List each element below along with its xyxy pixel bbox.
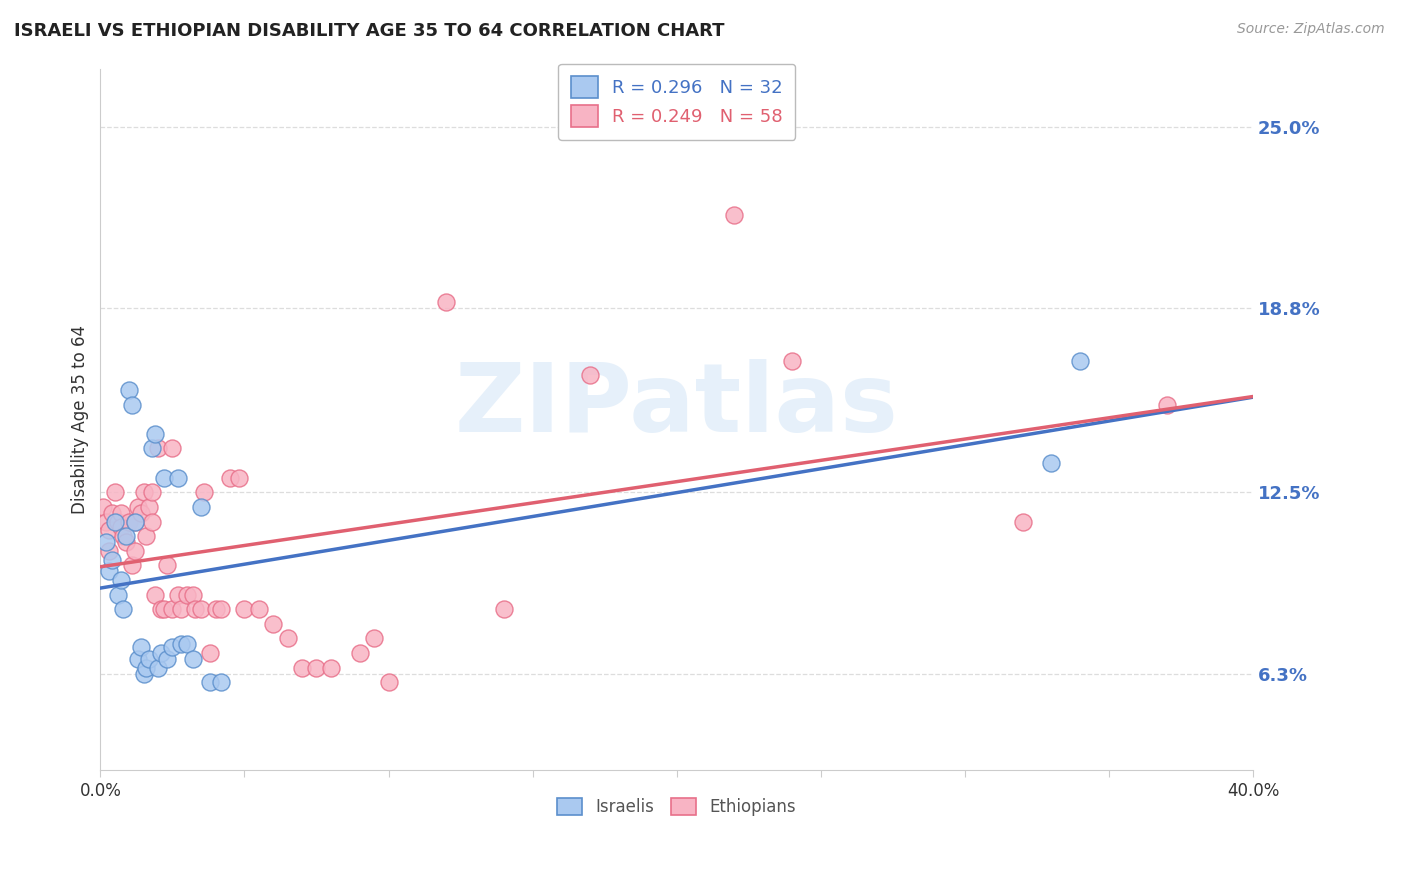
Point <box>579 368 602 383</box>
Point <box>101 506 124 520</box>
Point <box>1011 515 1033 529</box>
Point <box>132 666 155 681</box>
Point <box>112 602 135 616</box>
Point <box>723 208 745 222</box>
Point <box>162 640 184 655</box>
Point <box>91 500 114 514</box>
Point <box>94 515 117 529</box>
Point <box>104 515 127 529</box>
Point <box>190 602 212 616</box>
Point <box>98 524 121 538</box>
Point <box>198 675 221 690</box>
Point <box>162 602 184 616</box>
Point <box>156 652 179 666</box>
Point <box>121 558 143 573</box>
Point <box>262 616 284 631</box>
Point <box>127 500 149 514</box>
Point <box>181 588 204 602</box>
Point <box>176 588 198 602</box>
Point <box>124 515 146 529</box>
Point <box>138 652 160 666</box>
Point <box>167 588 190 602</box>
Point <box>129 640 152 655</box>
Point <box>291 661 314 675</box>
Point <box>112 529 135 543</box>
Point <box>277 632 299 646</box>
Point <box>146 442 169 456</box>
Point <box>492 602 515 616</box>
Text: Source: ZipAtlas.com: Source: ZipAtlas.com <box>1237 22 1385 37</box>
Point <box>141 485 163 500</box>
Point <box>190 500 212 514</box>
Point <box>181 652 204 666</box>
Point <box>209 675 232 690</box>
Point <box>149 646 172 660</box>
Point <box>1040 456 1063 470</box>
Legend: Israelis, Ethiopians: Israelis, Ethiopians <box>548 790 804 825</box>
Point <box>170 602 193 616</box>
Point <box>149 602 172 616</box>
Point <box>434 295 457 310</box>
Point <box>124 515 146 529</box>
Point <box>349 646 371 660</box>
Point <box>204 602 226 616</box>
Point <box>138 500 160 514</box>
Point <box>228 471 250 485</box>
Point <box>305 661 328 675</box>
Point <box>115 529 138 543</box>
Point <box>780 353 803 368</box>
Point <box>170 637 193 651</box>
Point <box>363 632 385 646</box>
Point <box>209 602 232 616</box>
Point <box>107 588 129 602</box>
Point <box>1156 398 1178 412</box>
Point <box>132 485 155 500</box>
Point <box>198 646 221 660</box>
Point <box>121 398 143 412</box>
Y-axis label: Disability Age 35 to 64: Disability Age 35 to 64 <box>72 325 89 514</box>
Point <box>184 602 207 616</box>
Point <box>141 515 163 529</box>
Point <box>176 637 198 651</box>
Point <box>377 675 399 690</box>
Point <box>115 535 138 549</box>
Point <box>193 485 215 500</box>
Point <box>101 552 124 566</box>
Point <box>247 602 270 616</box>
Point <box>110 506 132 520</box>
Point <box>146 661 169 675</box>
Point <box>98 564 121 578</box>
Point <box>156 558 179 573</box>
Point <box>107 515 129 529</box>
Point <box>152 602 174 616</box>
Point <box>98 543 121 558</box>
Point <box>127 652 149 666</box>
Point <box>110 573 132 587</box>
Point <box>167 471 190 485</box>
Point <box>118 383 141 397</box>
Point <box>141 442 163 456</box>
Point <box>1069 353 1091 368</box>
Point <box>129 506 152 520</box>
Point <box>143 426 166 441</box>
Point <box>135 661 157 675</box>
Point <box>118 515 141 529</box>
Point <box>143 588 166 602</box>
Point <box>104 485 127 500</box>
Point <box>152 471 174 485</box>
Point <box>135 529 157 543</box>
Point <box>124 543 146 558</box>
Point <box>110 520 132 534</box>
Point <box>233 602 256 616</box>
Text: ZIPatlas: ZIPatlas <box>454 359 898 451</box>
Point <box>319 661 342 675</box>
Point <box>94 535 117 549</box>
Text: ISRAELI VS ETHIOPIAN DISABILITY AGE 35 TO 64 CORRELATION CHART: ISRAELI VS ETHIOPIAN DISABILITY AGE 35 T… <box>14 22 724 40</box>
Point <box>219 471 242 485</box>
Point <box>162 442 184 456</box>
